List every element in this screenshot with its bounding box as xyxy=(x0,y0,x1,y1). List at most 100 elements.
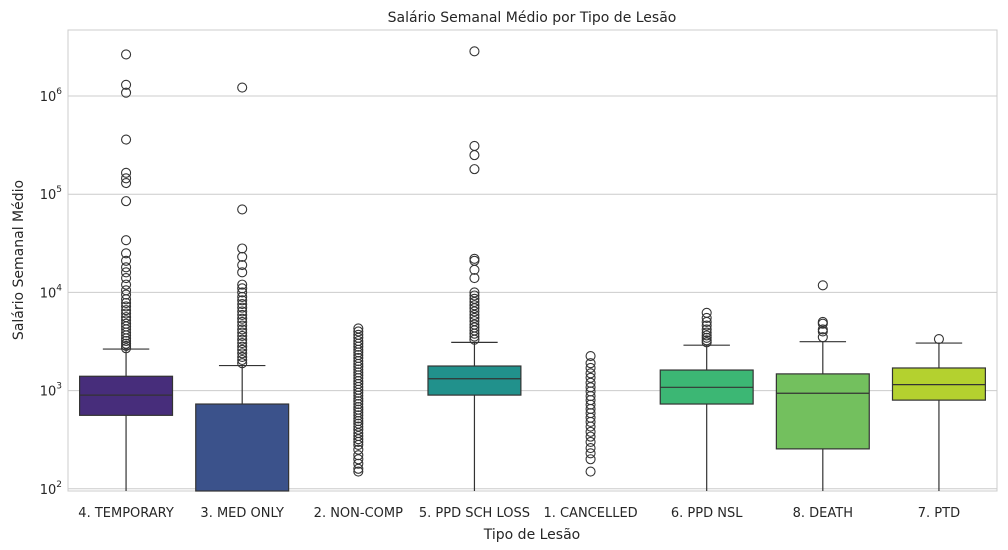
outlier-point xyxy=(353,434,364,445)
outlier-point xyxy=(237,291,248,302)
outlier-point xyxy=(585,426,596,437)
outlier-point xyxy=(237,295,248,306)
outlier-point xyxy=(353,341,364,352)
outlier-point xyxy=(469,290,480,301)
x-tick-label: 5. PPD SCH LOSS xyxy=(419,506,530,521)
outlier-point xyxy=(585,416,596,427)
outlier-point xyxy=(469,150,480,161)
outlier-point xyxy=(121,79,132,90)
box xyxy=(79,375,174,416)
outlier-point xyxy=(469,140,480,152)
outlier-point xyxy=(121,134,132,145)
box-group xyxy=(353,323,364,477)
outlier-point xyxy=(585,443,596,454)
outlier-point xyxy=(121,173,132,184)
outlier-point xyxy=(237,341,248,352)
outlier-point xyxy=(817,280,828,291)
outlier-point xyxy=(353,396,364,407)
outlier-point xyxy=(353,410,364,421)
outlier-point xyxy=(121,177,132,189)
y-tick-label: 103 xyxy=(40,382,62,400)
outlier-point xyxy=(585,362,596,374)
outlier-point xyxy=(237,82,248,93)
outlier-point xyxy=(469,46,480,57)
outlier-point xyxy=(121,255,132,266)
outlier-point xyxy=(121,335,132,347)
x-tick-label: 4. TEMPORARY xyxy=(78,506,174,521)
outlier-point xyxy=(121,196,132,207)
x-tick-label: 3. MED ONLY xyxy=(200,506,284,521)
outlier-point xyxy=(237,320,248,331)
outlier-point xyxy=(353,463,364,474)
outlier-point xyxy=(469,328,480,339)
outlier-point xyxy=(237,338,248,349)
x-tick-label: 2. NON-COMP xyxy=(314,506,403,521)
outlier-point xyxy=(701,316,712,328)
outlier-point xyxy=(121,305,132,316)
outlier-point xyxy=(121,262,132,273)
box-group xyxy=(659,307,754,491)
x-axis-ticks: 4. TEMPORARY 3. MED ONLY 2. NON-COMP 5. PPD… xyxy=(78,506,960,521)
x-tick-label: 1. CANCELLED xyxy=(543,506,637,521)
outlier-point xyxy=(701,312,712,323)
outlier-point xyxy=(121,279,132,290)
outlier-point xyxy=(237,358,248,369)
x-tick-label: 6. PPD NSL xyxy=(671,506,743,521)
outlier-point xyxy=(121,301,132,312)
box-group xyxy=(195,82,290,492)
y-tick-label: 105 xyxy=(40,185,62,203)
box xyxy=(427,365,522,396)
outlier-point xyxy=(121,343,132,354)
outlier-point xyxy=(469,264,480,275)
outlier-point xyxy=(933,333,944,345)
outlier-point xyxy=(237,324,248,335)
y-tick-label: 104 xyxy=(40,283,63,301)
outlier-point xyxy=(469,255,480,266)
box-group xyxy=(585,350,596,477)
outlier-point xyxy=(701,320,712,331)
box xyxy=(775,373,870,450)
outlier-point xyxy=(469,331,480,342)
outlier-point xyxy=(353,398,364,410)
outlier-point xyxy=(121,289,132,300)
box-group xyxy=(891,333,986,491)
outlier-point xyxy=(237,316,248,328)
y-axis-label: Salário Semanal Médio xyxy=(11,180,27,340)
y-tick-base: 10 xyxy=(40,483,57,498)
box-group xyxy=(775,280,870,491)
outlier-point xyxy=(469,334,480,345)
outlier-point xyxy=(585,421,596,432)
outlier-point xyxy=(121,330,132,341)
outlier-point xyxy=(469,273,480,284)
x-axis-label: Tipo de Lesão xyxy=(483,527,580,543)
outlier-point xyxy=(585,454,596,465)
outlier-point xyxy=(121,87,132,98)
outlier-point xyxy=(701,327,712,338)
y-tick-base: 10 xyxy=(40,90,57,105)
outlier-point xyxy=(237,243,248,254)
outlier-point xyxy=(469,253,480,264)
outlier-point xyxy=(353,436,364,448)
outlier-point xyxy=(469,300,480,311)
outlier-point xyxy=(237,344,248,355)
outlier-point xyxy=(585,431,596,442)
outlier-point xyxy=(121,340,132,351)
outlier-point xyxy=(353,466,364,477)
outlier-point xyxy=(121,235,132,246)
outlier-point xyxy=(353,402,364,413)
y-tick-label: 106 xyxy=(40,87,63,105)
outlier-point xyxy=(121,273,132,284)
y-tick-exponent: 3 xyxy=(56,382,62,392)
outlier-point xyxy=(353,387,364,398)
outlier-point xyxy=(585,448,596,459)
outlier-point xyxy=(817,326,828,337)
outlier-point xyxy=(121,49,132,60)
y-tick-exponent: 5 xyxy=(56,185,62,195)
outlier-point xyxy=(469,303,480,314)
outlier-point xyxy=(237,327,248,338)
y-tick-exponent: 6 xyxy=(56,87,62,97)
outlier-point xyxy=(237,313,248,324)
outlier-point xyxy=(817,318,828,329)
outlier-point xyxy=(237,287,248,298)
